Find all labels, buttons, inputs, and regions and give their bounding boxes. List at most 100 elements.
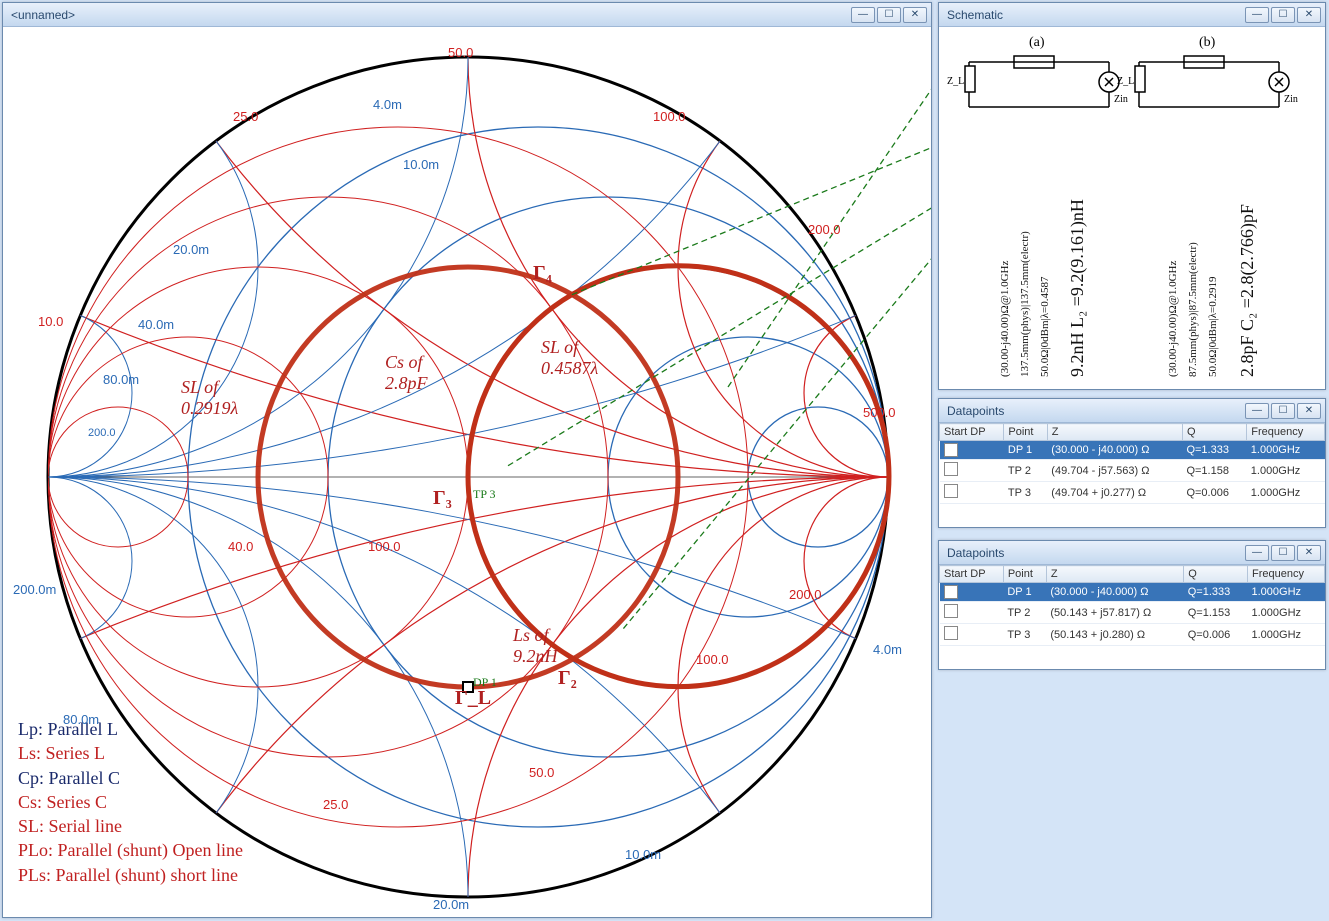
startdp-checkbox[interactable]: ✔	[944, 585, 958, 599]
column-header[interactable]: Point	[1003, 566, 1046, 583]
schematic-annotation: (30.00-j40.00)Ω@1.0GHz	[999, 261, 1011, 377]
cell-freq: 1.000GHz	[1247, 602, 1324, 624]
maximize-button[interactable]: ☐	[1271, 545, 1295, 561]
minimize-button[interactable]: —	[1245, 545, 1269, 561]
startdp-cell[interactable]	[940, 460, 1004, 482]
gamma-label: Γ₂	[558, 667, 577, 690]
startdp-checkbox[interactable]	[944, 626, 958, 640]
legend: Lp: Parallel LLs: Series LCp: Parallel C…	[18, 717, 243, 887]
chart-label: 10.0m	[403, 157, 439, 172]
chart-label: 200.0m	[13, 582, 56, 597]
cell-q: Q=1.333	[1182, 441, 1246, 460]
startdp-cell[interactable]: ✔	[940, 441, 1004, 460]
column-header[interactable]: Frequency	[1247, 424, 1325, 441]
legend-item: Cs: Series C	[18, 790, 243, 814]
legend-item: PLo: Parallel (shunt) Open line	[18, 838, 243, 862]
column-header[interactable]: Z	[1047, 424, 1182, 441]
chart-label: 200.0	[808, 222, 841, 237]
close-button[interactable]: ✕	[1297, 545, 1321, 561]
trace-annotation: SL of 0.4587λ	[541, 337, 598, 379]
schematic-titlebar[interactable]: Schematic — ☐ ✕	[939, 3, 1325, 27]
schematic-annotation: 9.2nH L₂ =9.2(9.161)nH	[1067, 199, 1088, 377]
startdp-checkbox[interactable]	[944, 484, 958, 498]
main-window-buttons: — ☐ ✕	[851, 7, 927, 23]
column-header[interactable]: Q	[1182, 424, 1246, 441]
startdp-cell[interactable]	[940, 624, 1004, 646]
minimize-button[interactable]: —	[1245, 403, 1269, 419]
datapoints-window-1: Datapoints — ☐ ✕ Start DPPointZQFrequenc…	[938, 398, 1326, 528]
svg-text:Z_L: Z_L	[1117, 76, 1134, 87]
column-header[interactable]: Q	[1184, 566, 1248, 583]
close-button[interactable]: ✕	[1297, 403, 1321, 419]
cell-freq: 1.000GHz	[1247, 482, 1325, 504]
chart-label: 25.0	[233, 109, 258, 124]
table-row[interactable]: TP 2(49.704 - j57.563) ΩQ=1.1581.000GHz	[940, 460, 1325, 482]
datapoints1-titlebar[interactable]: Datapoints — ☐ ✕	[939, 399, 1325, 423]
svg-text:Zin: Zin	[1284, 94, 1298, 105]
schematic-window-buttons: — ☐ ✕	[1245, 7, 1321, 23]
cell-z: (49.704 + j0.277) Ω	[1047, 482, 1182, 504]
chart-label: 100.0	[368, 539, 401, 554]
maximize-button[interactable]: ☐	[877, 7, 901, 23]
startdp-checkbox[interactable]	[944, 462, 958, 476]
smith-chart-canvas[interactable]: Lp: Parallel LLs: Series LCp: Parallel C…	[3, 27, 931, 917]
chart-label: 500.0	[863, 405, 896, 420]
column-header[interactable]: Point	[1004, 424, 1047, 441]
datapoints1-table[interactable]: Start DPPointZQFrequency✔DP 1(30.000 - j…	[939, 423, 1325, 504]
cell-freq: 1.000GHz	[1247, 460, 1325, 482]
schematic-label-b: (b)	[1199, 35, 1215, 51]
startdp-cell[interactable]: ✔	[940, 583, 1004, 602]
schematic-label-a: (a)	[1029, 35, 1045, 51]
startdp-cell[interactable]	[940, 602, 1004, 624]
schematic-annotation: 2.8pF C₂ =2.8(2.766)pF	[1237, 204, 1258, 377]
datapoints2-body: Start DPPointZQFrequency✔DP 1(30.000 - j…	[939, 565, 1325, 669]
legend-item: Ls: Series L	[18, 741, 243, 765]
column-header[interactable]: Start DP	[940, 424, 1004, 441]
column-header[interactable]: Z	[1046, 566, 1183, 583]
trace-annotation: SL of 0.2919λ	[181, 377, 238, 419]
close-button[interactable]: ✕	[903, 7, 927, 23]
chart-label: 40.0	[228, 539, 253, 554]
chart-label: 80.0m	[63, 712, 99, 727]
column-header[interactable]: Frequency	[1247, 566, 1324, 583]
chart-label: 50.0	[529, 765, 554, 780]
cell-z: (30.000 - j40.000) Ω	[1046, 583, 1183, 602]
cell-q: Q=1.153	[1184, 602, 1248, 624]
chart-label: 100.0	[653, 109, 686, 124]
schematic-annotation: 50.0Ω|0dBm|λ=0.2919	[1207, 276, 1219, 377]
close-button[interactable]: ✕	[1297, 7, 1321, 23]
maximize-button[interactable]: ☐	[1271, 403, 1295, 419]
startdp-cell[interactable]	[940, 482, 1004, 504]
table-row[interactable]: TP 2(50.143 + j57.817) ΩQ=1.1531.000GHz	[940, 602, 1325, 624]
startdp-checkbox[interactable]	[944, 604, 958, 618]
datapoints2-table[interactable]: Start DPPointZQFrequency✔DP 1(30.000 - j…	[939, 565, 1325, 646]
datapoints1-title: Datapoints	[943, 404, 1245, 418]
table-row[interactable]: ✔DP 1(30.000 - j40.000) ΩQ=1.3331.000GHz	[940, 441, 1325, 460]
chart-label: 20.0m	[173, 242, 209, 257]
chart-label: 100.0	[696, 652, 729, 667]
table-row[interactable]: ✔DP 1(30.000 - j40.000) ΩQ=1.3331.000GHz	[940, 583, 1325, 602]
main-window: <unnamed> — ☐ ✕ Lp: Parallel LLs: Series…	[2, 2, 932, 918]
cell-freq: 1.000GHz	[1247, 624, 1324, 646]
cell-q: Q=1.158	[1182, 460, 1246, 482]
table-row[interactable]: TP 3(49.704 + j0.277) ΩQ=0.0061.000GHz	[940, 482, 1325, 504]
startdp-checkbox[interactable]: ✔	[944, 443, 958, 457]
chart-label: 10.0	[38, 314, 63, 329]
schematic-svg: ZinZ_LZinZ_L	[939, 27, 1325, 389]
minimize-button[interactable]: —	[1245, 7, 1269, 23]
gamma-label: Γ₃	[433, 487, 452, 510]
legend-item: PLs: Parallel (shunt) short line	[18, 863, 243, 887]
maximize-button[interactable]: ☐	[1271, 7, 1295, 23]
minimize-button[interactable]: —	[851, 7, 875, 23]
cell-q: Q=0.006	[1184, 624, 1248, 646]
column-header[interactable]: Start DP	[940, 566, 1004, 583]
gamma-label: DP 1	[473, 675, 497, 690]
datapoints2-titlebar[interactable]: Datapoints — ☐ ✕	[939, 541, 1325, 565]
table-row[interactable]: TP 3(50.143 + j0.280) ΩQ=0.0061.000GHz	[940, 624, 1325, 646]
schematic-window: Schematic — ☐ ✕ ZinZ_LZinZ_L (a) (b) (30…	[938, 2, 1326, 390]
main-title-text: <unnamed>	[7, 8, 851, 22]
datapoints1-body: Start DPPointZQFrequency✔DP 1(30.000 - j…	[939, 423, 1325, 527]
main-titlebar[interactable]: <unnamed> — ☐ ✕	[3, 3, 931, 27]
cell-point: DP 1	[1004, 441, 1047, 460]
svg-text:Zin: Zin	[1114, 94, 1128, 105]
